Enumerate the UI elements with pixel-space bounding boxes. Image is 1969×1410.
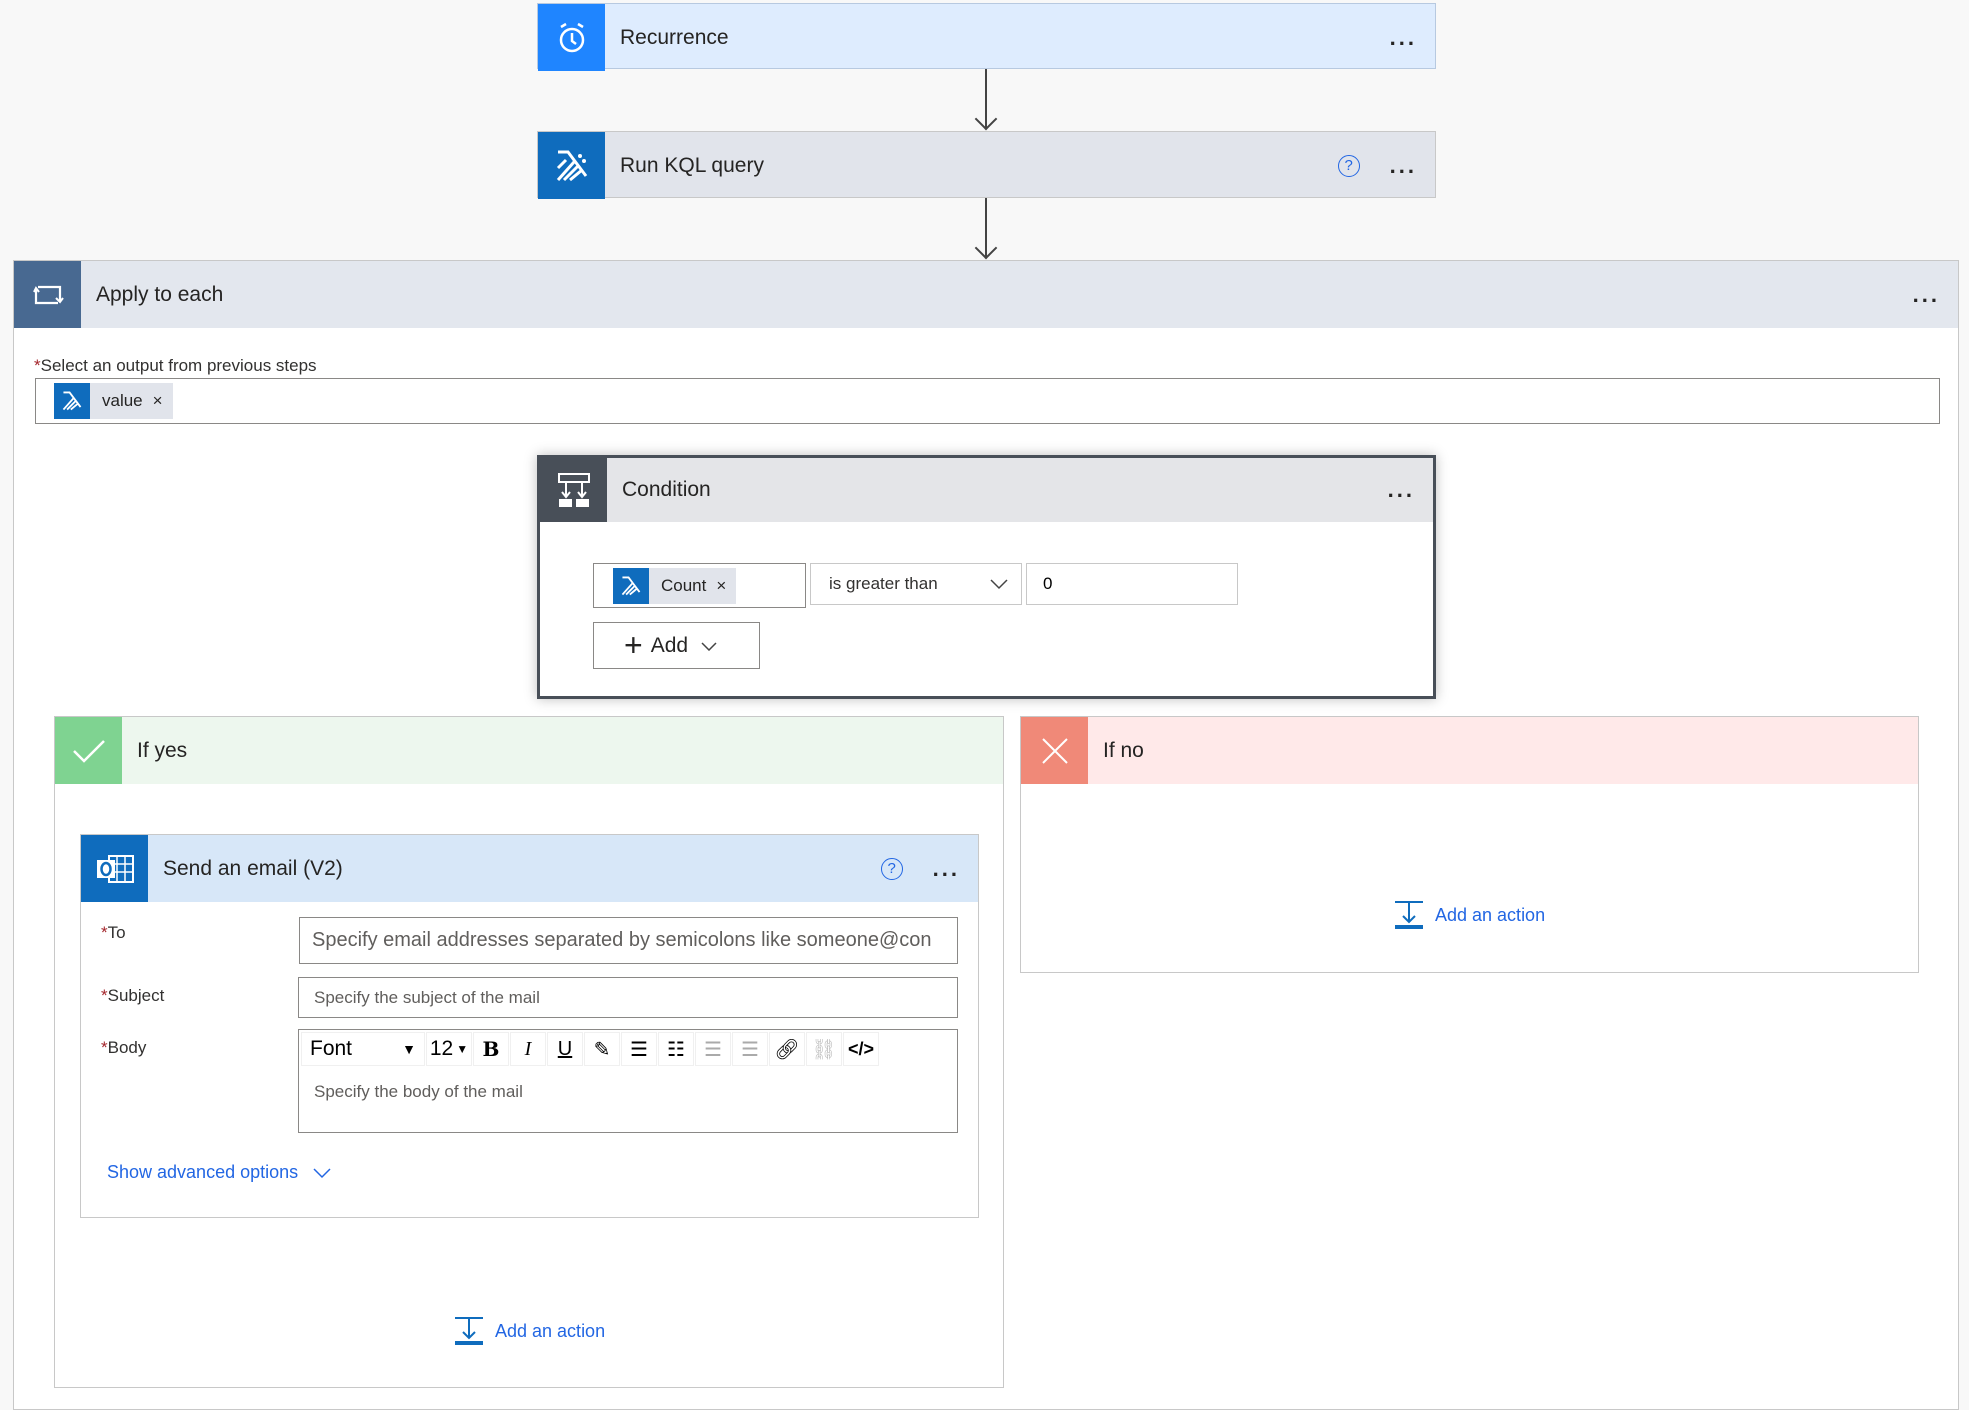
add-action-icon xyxy=(1395,901,1423,929)
outlook-icon xyxy=(81,835,148,902)
add-an-action-button[interactable]: Add an action xyxy=(1393,899,1545,931)
bullet-list-icon[interactable]: ☰ xyxy=(621,1032,657,1066)
help-icon[interactable]: ? xyxy=(880,857,903,880)
card-title: Send an email (V2) xyxy=(163,856,343,880)
body-editor[interactable]: Font ▼ 12 ▼ B I U ✎ ☰ ☷ ☰ ☰ 🔗︎ ⛓︎ </> Spec… xyxy=(298,1029,958,1133)
loop-icon xyxy=(14,261,81,328)
connector-arrow xyxy=(985,69,987,129)
if-yes-branch: If yes Send an email (V2) ? ... *To Spec… xyxy=(54,716,1004,1388)
outdent-icon[interactable]: ☰ xyxy=(732,1032,768,1066)
to-label: *To xyxy=(101,923,126,942)
chevron-down-icon xyxy=(990,579,1008,590)
kusto-icon xyxy=(613,567,649,604)
branch-title: If no xyxy=(1103,738,1144,762)
plus-icon: + xyxy=(624,627,643,663)
caret-down-icon: ▼ xyxy=(456,1042,469,1056)
chevron-down-icon xyxy=(313,1167,331,1178)
card-title: Run KQL query xyxy=(620,153,764,177)
value-token: value × xyxy=(54,383,173,419)
help-icon[interactable]: ? xyxy=(1337,154,1360,177)
branch-title: If yes xyxy=(137,738,188,762)
unlink-icon[interactable]: ⛓︎ xyxy=(806,1032,842,1066)
link-icon[interactable]: 🔗︎ xyxy=(769,1032,805,1066)
remove-token-button[interactable]: × xyxy=(716,575,727,595)
highlight-pen-icon[interactable]: ✎ xyxy=(584,1032,620,1066)
alarm-clock-icon xyxy=(538,4,605,71)
subject-input[interactable]: Specify the subject of the mail xyxy=(298,977,958,1018)
more-options-button[interactable]: ... xyxy=(1389,24,1417,50)
font-dropdown[interactable]: Font ▼ xyxy=(301,1032,425,1066)
font-size-dropdown[interactable]: 12 ▼ xyxy=(426,1032,472,1066)
recurrence-card[interactable]: Recurrence ... xyxy=(537,3,1436,71)
select-output-input[interactable]: value × xyxy=(35,378,1940,424)
body-label: *Body xyxy=(101,1038,147,1057)
kusto-icon xyxy=(54,383,90,419)
rich-text-toolbar: Font ▼ 12 ▼ B I U ✎ ☰ ☷ ☰ ☰ 🔗︎ ⛓︎ </> xyxy=(299,1030,957,1068)
underline-icon[interactable]: U xyxy=(547,1032,583,1066)
send-email-card: Send an email (V2) ? ... *To Specify ema… xyxy=(80,834,979,1218)
checkmark-icon xyxy=(55,717,122,784)
close-icon xyxy=(1021,717,1088,784)
card-title: Apply to each xyxy=(96,282,224,306)
remove-token-button[interactable]: × xyxy=(152,391,163,410)
if-no-branch: If no Add an action xyxy=(1020,716,1919,973)
chevron-down-icon xyxy=(701,641,717,651)
run-kql-card[interactable]: Run KQL query ? ... xyxy=(537,131,1436,199)
condition-left-operand[interactable]: Count × xyxy=(593,563,806,608)
subject-label: *Subject xyxy=(101,986,165,1005)
select-output-label: *Select an output from previous steps xyxy=(34,356,317,375)
add-an-action-button[interactable]: Add an action xyxy=(453,1315,605,1347)
add-action-icon xyxy=(455,1317,483,1345)
bold-icon[interactable]: B xyxy=(473,1032,509,1066)
operator-dropdown[interactable]: is greater than xyxy=(810,563,1022,605)
code-view-icon[interactable]: </> xyxy=(843,1032,879,1066)
condition-card: Condition ... Count × is greater than 0 +… xyxy=(537,455,1436,699)
card-title: Recurrence xyxy=(620,25,729,49)
more-options-button[interactable]: ... xyxy=(1387,477,1415,502)
condition-icon xyxy=(540,458,607,522)
card-title: Condition xyxy=(622,478,711,501)
more-options-button[interactable]: ... xyxy=(1389,152,1417,178)
to-input[interactable]: Specify email addresses separated by sem… xyxy=(299,917,958,964)
italic-icon[interactable]: I xyxy=(510,1032,546,1066)
count-token: Count × xyxy=(613,567,737,604)
condition-value-input[interactable]: 0 xyxy=(1026,563,1238,605)
caret-down-icon: ▼ xyxy=(402,1041,416,1057)
more-options-button[interactable]: ... xyxy=(1912,281,1940,307)
show-advanced-options-link[interactable]: Show advanced options xyxy=(107,1162,332,1183)
add-condition-button[interactable]: + Add xyxy=(593,622,760,669)
connector-arrow xyxy=(985,198,987,258)
more-options-button[interactable]: ... xyxy=(932,855,960,881)
body-placeholder: Specify the body of the mail xyxy=(314,1082,523,1101)
numbered-list-icon[interactable]: ☷ xyxy=(658,1032,694,1066)
indent-icon[interactable]: ☰ xyxy=(695,1032,731,1066)
kusto-icon xyxy=(538,132,605,199)
